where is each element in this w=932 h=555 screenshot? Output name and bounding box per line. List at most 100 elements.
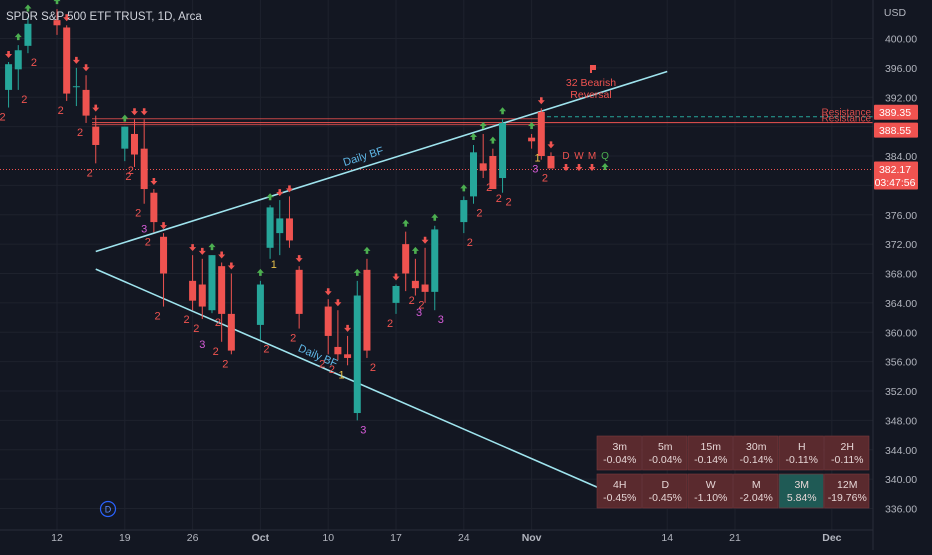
candle-body	[334, 346, 342, 355]
count-label: 3	[416, 307, 422, 319]
count-label: 2	[263, 344, 269, 356]
candle-body	[14, 50, 22, 70]
y-tick-label: 364.00	[885, 298, 917, 310]
dividend-event-letter: D	[105, 505, 112, 515]
y-tick-label: 352.00	[885, 386, 917, 398]
count-label: 2	[145, 236, 151, 248]
perf-cell-value: -0.45%	[603, 492, 636, 504]
count-label: 2	[486, 182, 492, 194]
count-label: 2	[21, 94, 27, 106]
count-label: 2	[215, 317, 221, 329]
count-label: 2	[542, 172, 548, 184]
chart-title: SPDR S&P 500 ETF TRUST, 1D, Arca	[6, 11, 202, 23]
candle-body	[160, 236, 168, 274]
count-label: 3	[438, 314, 444, 326]
arrow-up-icon	[528, 121, 536, 129]
perf-cell	[687, 473, 733, 509]
candle-body	[256, 284, 264, 325]
price-tag	[874, 104, 918, 120]
arrow-up-icon	[431, 213, 439, 221]
y-tick-label: 348.00	[885, 415, 917, 427]
x-tick-label: 21	[729, 532, 741, 544]
arrow-up-icon	[363, 246, 371, 254]
arrow-up-icon	[53, 0, 61, 5]
perf-cell	[824, 473, 870, 509]
arrow-down-icon	[392, 273, 400, 281]
perf-cell-label: 12M	[837, 479, 857, 491]
arrow-down-icon	[562, 164, 570, 171]
count-label: 3	[199, 339, 205, 351]
candle-body	[431, 229, 439, 292]
perf-cell-label: M	[752, 479, 761, 491]
candle-body	[208, 255, 216, 311]
dwmq-label: Q	[601, 151, 609, 162]
x-tick-label: 10	[322, 532, 334, 544]
perf-cell-value: -0.11%	[831, 454, 864, 466]
dwmq-label: M	[588, 151, 596, 162]
y-tick-label: 400.00	[885, 34, 917, 46]
perf-cell-value: -2.04%	[740, 492, 773, 504]
count-label: 2	[213, 346, 219, 358]
candle-body	[537, 111, 545, 156]
perf-cell-label: 2H	[841, 441, 854, 453]
x-tick-label: 24	[458, 532, 470, 544]
arrow-up-icon	[24, 4, 32, 12]
count-label: 1	[339, 369, 345, 381]
arrow-down-icon	[324, 288, 332, 296]
count-label: 2	[77, 127, 83, 139]
arrow-up-icon	[353, 268, 361, 276]
count-label: 3	[141, 224, 147, 236]
candle-body	[392, 285, 400, 303]
arrow-down-icon	[276, 189, 284, 197]
candle-body	[547, 156, 555, 169]
arrow-down-icon	[198, 247, 206, 255]
candle-body	[24, 23, 32, 46]
arrow-down-icon	[421, 236, 429, 244]
candle-body	[53, 20, 61, 26]
candle-body	[63, 27, 71, 94]
y-tick-label: 368.00	[885, 269, 917, 281]
perf-cell-label: W	[706, 479, 716, 491]
current-price-label: 382.17	[879, 164, 911, 176]
arrow-down-icon	[160, 222, 168, 230]
count-label: 2	[193, 323, 199, 335]
performance-table: 3m-0.04%5m-0.04%15m-0.14%30m-0.14%H-0.11…	[596, 435, 870, 509]
count-label: 2	[135, 208, 141, 220]
x-tick-label: 19	[119, 532, 131, 544]
x-tick-label: 14	[661, 532, 673, 544]
dwmq-label: W	[574, 151, 584, 162]
trendline	[95, 268, 610, 494]
arrow-up-icon	[402, 219, 410, 227]
arrow-down-icon	[218, 251, 226, 259]
perf-cell	[824, 435, 870, 471]
perf-cell-value: -0.14%	[740, 454, 773, 466]
x-tick-label: 12	[51, 532, 63, 544]
trendline	[95, 70, 668, 253]
arrow-down-icon	[5, 51, 13, 58]
count-label: 2	[125, 171, 131, 183]
arrow-up-icon	[489, 136, 497, 144]
perf-cell-value: -0.14%	[694, 454, 727, 466]
arrow-down-icon	[285, 185, 293, 193]
perf-cell-value: -0.45%	[649, 492, 682, 504]
count-label: 2	[505, 197, 511, 209]
candle-body	[140, 148, 148, 190]
arrow-down-icon	[130, 108, 138, 116]
arrow-down-icon	[92, 104, 100, 112]
arrow-down-icon	[575, 164, 583, 171]
y-tick-label: 356.00	[885, 357, 917, 369]
candle-body	[460, 200, 468, 223]
resistance-label: Resistance	[822, 108, 872, 119]
perf-cell-label: 3m	[612, 441, 627, 453]
count-label: 2	[370, 362, 376, 374]
candle-body	[266, 207, 274, 248]
candle-body	[295, 269, 303, 314]
y-tick-label: 360.00	[885, 327, 917, 339]
count-label: 2	[154, 311, 160, 323]
perf-cell	[642, 435, 688, 471]
arrow-down-icon	[140, 108, 148, 116]
